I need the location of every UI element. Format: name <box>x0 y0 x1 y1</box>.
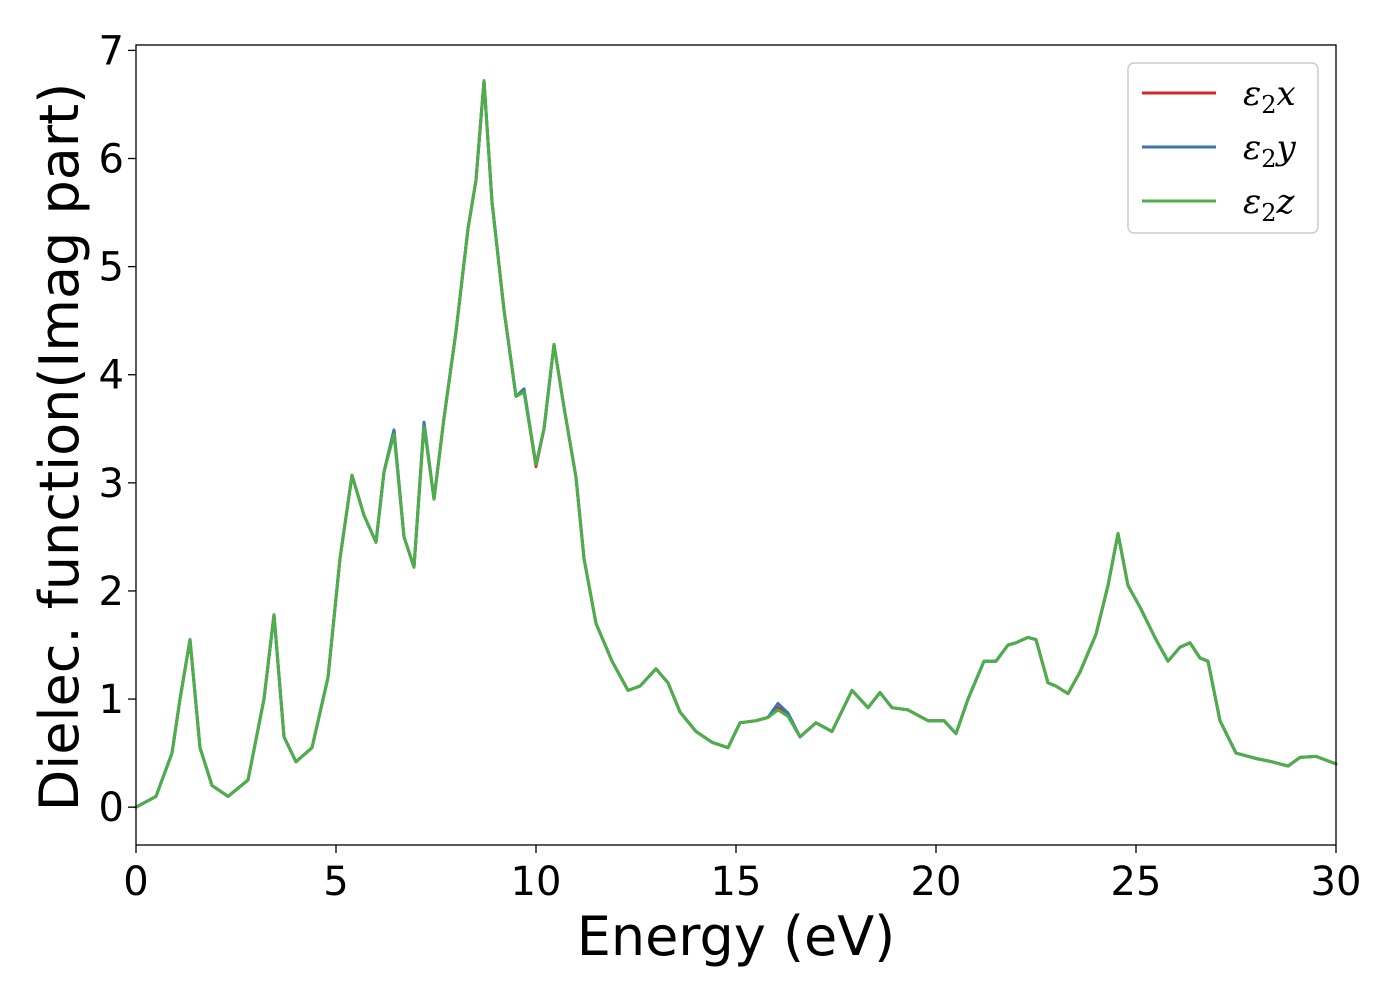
y-tick-label: 1 <box>99 677 124 723</box>
legend-axis: x <box>1277 74 1296 114</box>
legend-subscript: 2 <box>1261 199 1276 227</box>
legend-symbol: ε <box>1243 182 1261 222</box>
legend-box <box>1127 62 1319 234</box>
y-tick-label: 3 <box>99 461 124 507</box>
x-tick-label: 30 <box>1311 859 1362 905</box>
x-axis-ticks: 0 5 10 15 20 25 30 <box>123 845 1361 905</box>
y-tick-label: 0 <box>99 785 124 831</box>
legend-label: ε2y <box>1243 128 1297 173</box>
x-tick-label: 5 <box>323 859 348 905</box>
x-axis-label: Energy (eV) <box>577 905 896 968</box>
y-axis-ticks: 0 1 2 3 4 5 6 7 <box>99 28 136 831</box>
y-axis-label: Dielec. function(Imag part) <box>28 83 91 812</box>
legend-label: ε2z <box>1243 182 1296 227</box>
legend-axis: z <box>1276 182 1296 222</box>
x-tick-label: 0 <box>123 859 148 905</box>
x-tick-label: 25 <box>1111 859 1162 905</box>
legend-label: ε2x <box>1243 74 1296 119</box>
series-layer <box>134 79 1338 809</box>
legend-symbol: ε <box>1243 74 1261 114</box>
legend-symbol: ε <box>1243 128 1261 168</box>
y-tick-label: 2 <box>99 569 124 615</box>
legend-subscript: 2 <box>1261 145 1276 173</box>
series-line-3 <box>134 79 1338 809</box>
x-tick-label: 15 <box>711 859 762 905</box>
y-tick-label: 7 <box>99 28 124 74</box>
x-tick-label: 10 <box>511 859 562 905</box>
legend-subscript: 2 <box>1261 91 1276 119</box>
y-tick-label: 6 <box>99 137 124 183</box>
y-tick-label: 5 <box>99 245 124 291</box>
x-tick-label: 20 <box>911 859 962 905</box>
legend-axis: y <box>1275 128 1297 168</box>
y-tick-label: 4 <box>99 353 124 399</box>
